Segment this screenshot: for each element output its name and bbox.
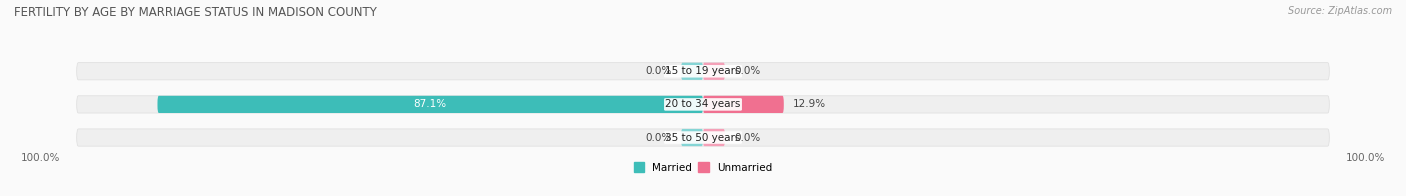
FancyBboxPatch shape xyxy=(77,129,1329,146)
Text: Source: ZipAtlas.com: Source: ZipAtlas.com xyxy=(1288,6,1392,16)
Text: 87.1%: 87.1% xyxy=(413,99,447,109)
FancyBboxPatch shape xyxy=(157,96,703,113)
FancyBboxPatch shape xyxy=(703,63,725,80)
FancyBboxPatch shape xyxy=(77,96,1329,113)
Text: 0.0%: 0.0% xyxy=(645,132,672,142)
FancyBboxPatch shape xyxy=(703,96,783,113)
FancyBboxPatch shape xyxy=(681,63,703,80)
Text: 15 to 19 years: 15 to 19 years xyxy=(665,66,741,76)
FancyBboxPatch shape xyxy=(77,63,1329,80)
Text: 100.0%: 100.0% xyxy=(1347,153,1386,163)
FancyBboxPatch shape xyxy=(681,129,703,146)
Text: 0.0%: 0.0% xyxy=(645,66,672,76)
Legend: Married, Unmarried: Married, Unmarried xyxy=(630,158,776,177)
Text: 35 to 50 years: 35 to 50 years xyxy=(665,132,741,142)
Text: FERTILITY BY AGE BY MARRIAGE STATUS IN MADISON COUNTY: FERTILITY BY AGE BY MARRIAGE STATUS IN M… xyxy=(14,6,377,19)
Text: 0.0%: 0.0% xyxy=(734,132,761,142)
Text: 20 to 34 years: 20 to 34 years xyxy=(665,99,741,109)
FancyBboxPatch shape xyxy=(703,129,725,146)
Text: 100.0%: 100.0% xyxy=(20,153,59,163)
Text: 0.0%: 0.0% xyxy=(734,66,761,76)
Text: 12.9%: 12.9% xyxy=(793,99,827,109)
